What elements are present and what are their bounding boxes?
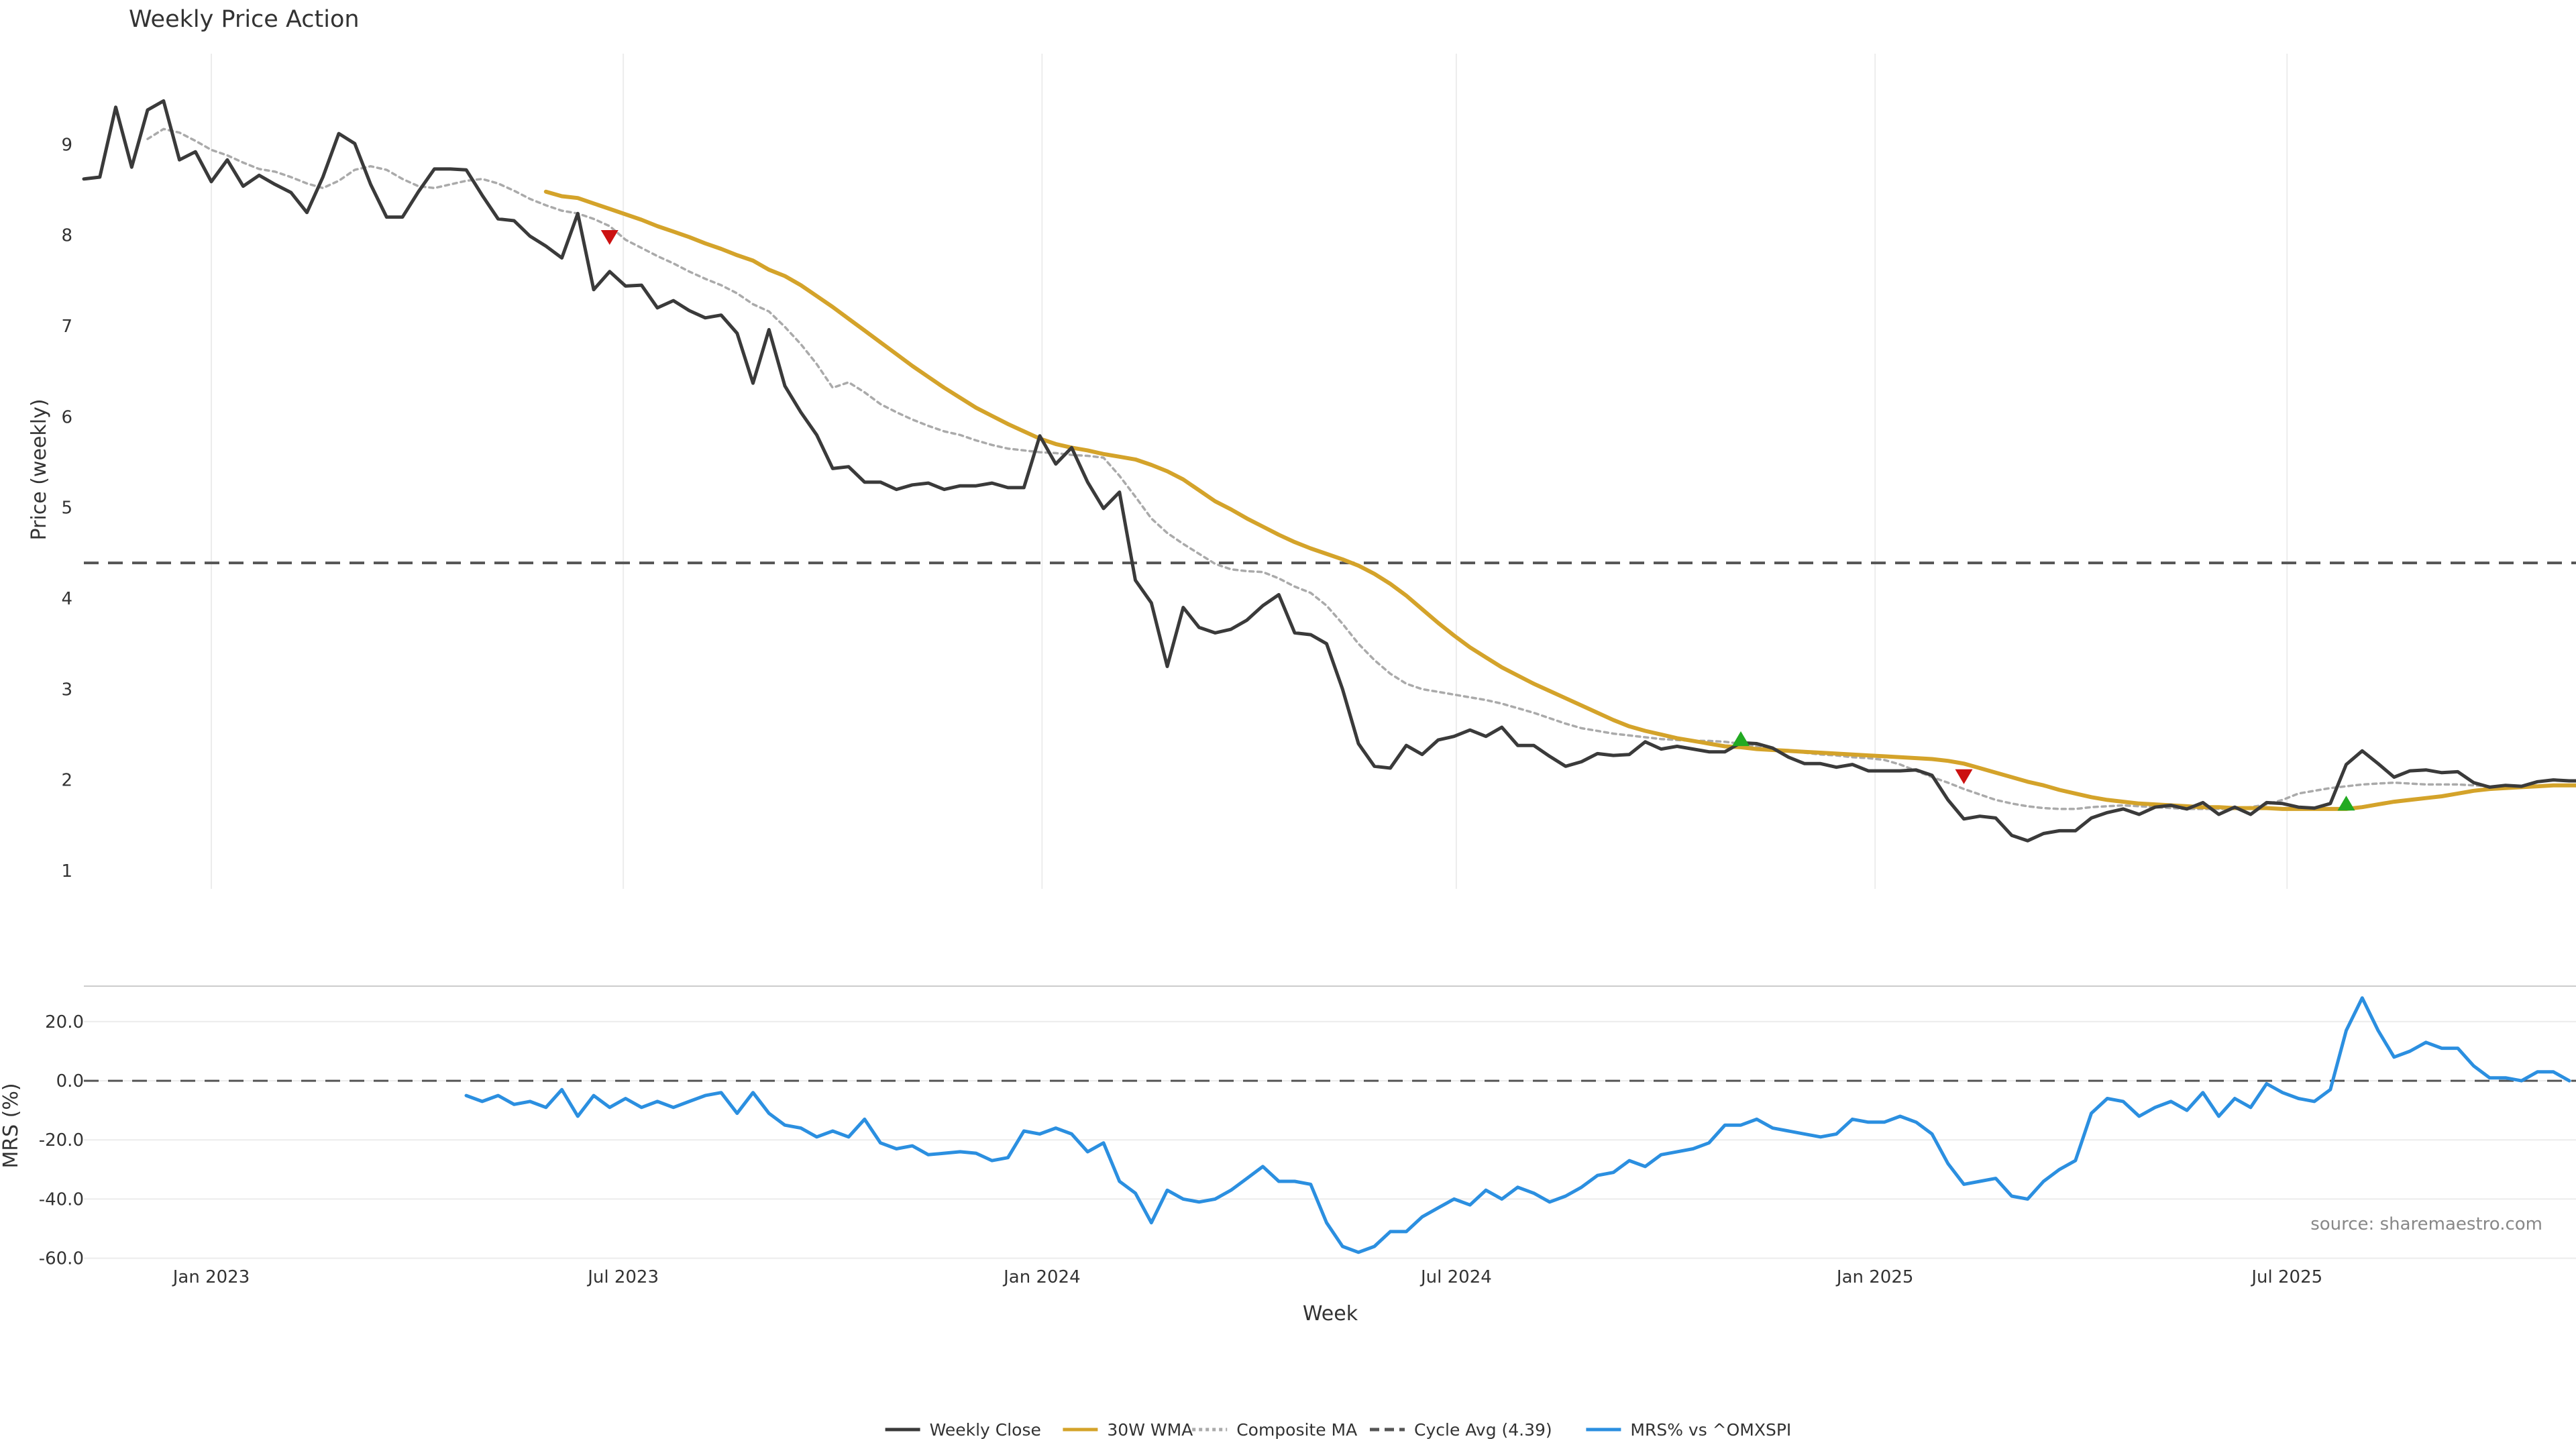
sell-signal-triangle-icon <box>1955 769 1973 784</box>
legend-item-label: Composite MA <box>1236 1420 1357 1440</box>
source-annotation: source: sharemaestro.com <box>2310 1214 2542 1234</box>
price-y-tick-label: 9 <box>61 135 72 155</box>
chart-title: Weekly Price Action <box>129 6 360 33</box>
x-axis-label: Week <box>1303 1302 1358 1326</box>
price-y-tick-label: 3 <box>61 680 72 700</box>
price-y-tick-label: 6 <box>61 407 72 427</box>
x-tick-label: Jan 2025 <box>1835 1267 1914 1287</box>
price-y-axis-label: Price (weekly) <box>28 398 51 540</box>
legend: Weekly Close 30W WMA Composite MA Cycle Avg… <box>885 1420 1791 1440</box>
legend-item-label: Weekly Close <box>930 1420 1041 1440</box>
weekly-close-line <box>82 99 2576 843</box>
price-y-tick-label: 8 <box>61 226 72 246</box>
x-tick-label: Jul 2024 <box>1419 1267 1492 1287</box>
price-y-tick-label: 1 <box>61 861 72 881</box>
composite-ma-line <box>146 127 2491 810</box>
x-tick-label: Jan 2024 <box>1002 1267 1081 1287</box>
mrs-y-axis-label: MRS (%) <box>0 1083 23 1168</box>
price-y-tick-label: 2 <box>61 771 72 791</box>
mrs-y-tick-label: -20.0 <box>39 1130 84 1150</box>
price-y-tick-label: 5 <box>61 498 72 519</box>
mrs-y-tick-label: 0.0 <box>56 1071 84 1091</box>
reference-lines <box>84 561 2576 1082</box>
mrs-y-tick-label: -40.0 <box>39 1189 84 1210</box>
x-tick-label: Jul 2023 <box>586 1267 659 1287</box>
legend-item-label: Cycle Avg (4.39) <box>1414 1420 1552 1440</box>
price-y-tick-label: 7 <box>61 317 72 337</box>
legend-item-label: 30W WMA <box>1107 1420 1193 1440</box>
buy-signal-triangle-icon <box>2337 796 2355 811</box>
signal-markers <box>600 229 2355 811</box>
series-lines <box>82 99 2576 1254</box>
price-y-ticks: 1 2 3 4 5 6 7 8 9 <box>61 135 72 881</box>
mrs-y-tick-label: -60.0 <box>39 1249 84 1269</box>
sell-signal-triangle-icon <box>600 229 619 246</box>
wma-30w-line <box>543 189 2576 811</box>
x-ticks: Jan 2023 Jul 2023 Jan 2024 Jul 2024 Jan 2025… <box>172 1267 2322 1287</box>
x-tick-label: Jul 2025 <box>2250 1267 2322 1287</box>
mrs-y-ticks: 20.0 0.0 -20.0 -40.0 -60.0 <box>39 1012 84 1269</box>
buy-signal-triangle-icon <box>1732 731 1750 747</box>
mrs-line <box>464 996 2571 1254</box>
legend-item-label: MRS% vs ^OMXSPI <box>1630 1420 1791 1440</box>
price-y-tick-label: 4 <box>61 589 72 609</box>
mrs-panel-grid <box>84 1020 2576 1259</box>
price-panel-grid <box>211 54 2288 889</box>
x-tick-label: Jan 2023 <box>172 1267 250 1287</box>
mrs-y-tick-label: 20.0 <box>45 1012 84 1032</box>
